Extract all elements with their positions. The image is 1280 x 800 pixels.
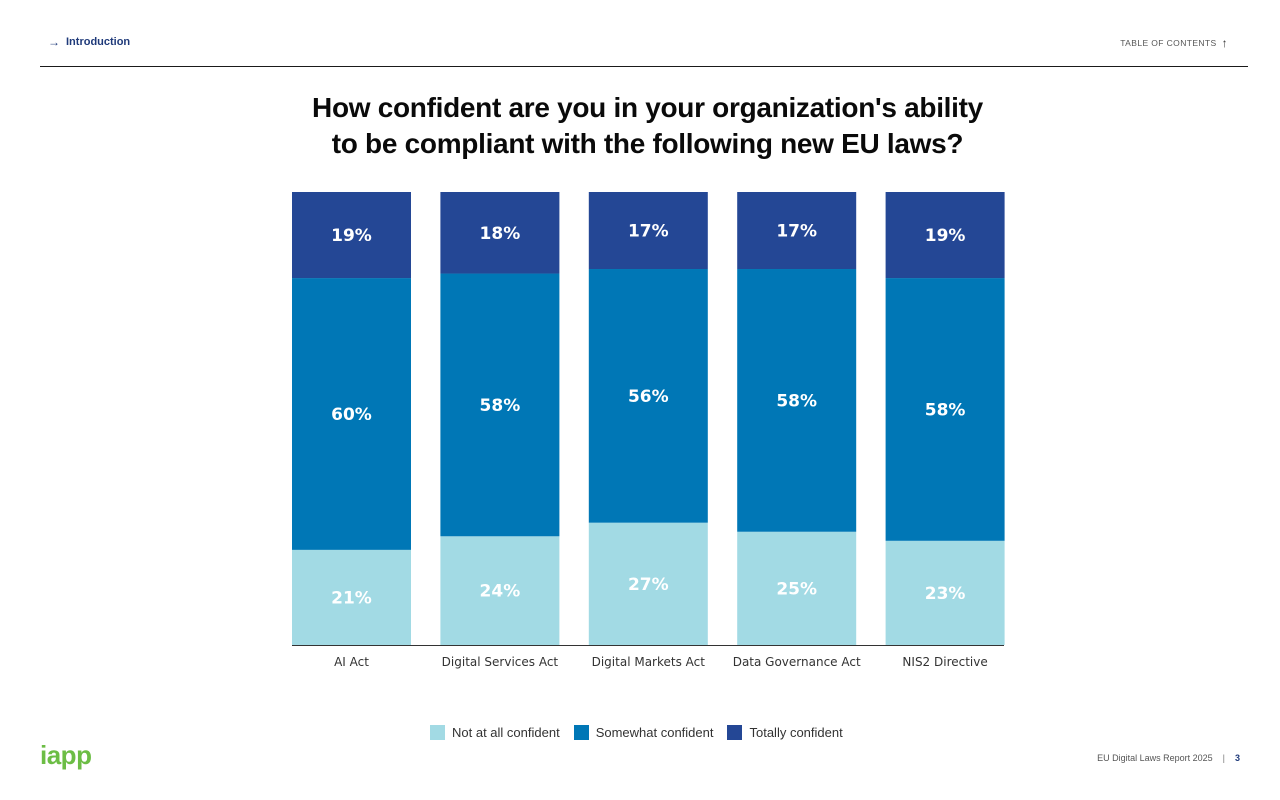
data-label-digital-markets-act-not-at-all-confident: 27% — [628, 575, 669, 595]
bar-digital-services-act-not-at-all-confident — [440, 536, 560, 645]
bar-ai-act-not-at-all-confident — [292, 549, 411, 645]
legend-swatch-somewhat-confident — [573, 725, 589, 740]
legend-item-somewhat-confident: Somewhat confident — [573, 725, 714, 740]
data-label-digital-markets-act-totally-confident: 17% — [628, 222, 669, 242]
arrow-up-icon: ↑ — [1221, 36, 1228, 50]
legend-item-not-at-all-confident: Not at all confident — [430, 725, 560, 740]
iapp-logo: iapp — [40, 740, 92, 770]
bar-digital-services-act-totally-confident — [440, 192, 560, 274]
arrow-right-icon: → — [48, 35, 60, 49]
introduction-link[interactable]: → Introduction — [48, 35, 130, 49]
data-label-ai-act-not-at-all-confident: 21% — [331, 588, 372, 608]
bar-nis2-directive-totally-confident — [885, 192, 1005, 279]
bar-ai-act-totally-confident — [292, 192, 411, 279]
legend-swatch-not-at-all-confident — [430, 725, 445, 740]
data-label-nis2-directive-somewhat-confident: 58% — [925, 400, 966, 420]
data-label-nis2-directive-not-at-all-confident: 23% — [925, 584, 966, 604]
bar-ai-act-somewhat-confident — [292, 278, 411, 550]
bar-nis2-directive-not-at-all-confident — [885, 540, 1005, 645]
x-tick-label-digital-services-act: Digital Services Act — [442, 655, 559, 669]
x-tick-label-nis2-directive: NIS2 Directive — [902, 655, 987, 669]
page-title: How confident are you in your organizati… — [240, 90, 1055, 162]
table-of-contents-label: TABLE OF CONTENTS — [1120, 38, 1217, 48]
table-of-contents-link[interactable]: TABLE OF CONTENTS ↑ — [1120, 36, 1228, 50]
title-line-1: How confident are you in your organizati… — [312, 92, 983, 123]
bar-data-governance-act-not-at-all-confident — [737, 531, 857, 645]
x-tick-label-ai-act: AI Act — [334, 655, 369, 669]
data-label-nis2-directive-totally-confident: 19% — [925, 226, 966, 246]
bar-digital-markets-act-somewhat-confident — [588, 269, 708, 523]
top-navigation: → Introduction TABLE OF CONTENTS ↑ — [40, 30, 1248, 67]
footer-report-title: EU Digital Laws Report 2025 — [1097, 753, 1213, 763]
legend-label-somewhat-confident: Somewhat confident — [595, 725, 714, 740]
data-label-digital-services-act-not-at-all-confident: 24% — [480, 582, 521, 602]
bar-data-governance-act-somewhat-confident — [737, 269, 857, 532]
legend-item-totally-confident: Totally confident — [727, 725, 843, 740]
title-line-2: to be compliant with the following new E… — [331, 128, 964, 159]
legend-label-not-at-all-confident: Not at all confident — [452, 725, 560, 740]
bar-digital-markets-act-not-at-all-confident — [588, 522, 708, 645]
data-label-ai-act-somewhat-confident: 60% — [331, 405, 372, 425]
data-label-digital-services-act-somewhat-confident: 58% — [480, 396, 521, 416]
x-tick-label-data-governance-act: Data Governance Act — [733, 655, 861, 669]
bar-digital-markets-act-totally-confident — [588, 192, 708, 270]
legend-label-totally-confident: Totally confident — [749, 725, 843, 740]
data-label-data-governance-act-not-at-all-confident: 25% — [776, 579, 817, 599]
data-label-ai-act-totally-confident: 19% — [331, 226, 372, 246]
data-label-digital-services-act-totally-confident: 18% — [480, 224, 521, 244]
page-number: 3 — [1234, 753, 1240, 763]
page-footer: EU Digital Laws Report 2025 | 3 — [1097, 753, 1240, 763]
legend-swatch-totally-confident — [727, 725, 743, 740]
data-label-digital-markets-act-somewhat-confident: 56% — [628, 387, 669, 407]
chart-legend: Not at all confident Somewhat confident … — [430, 725, 843, 740]
introduction-label: Introduction — [66, 36, 131, 48]
footer-separator: | — [1222, 753, 1225, 763]
bar-data-governance-act-totally-confident — [737, 192, 857, 270]
bar-nis2-directive-somewhat-confident — [885, 278, 1005, 541]
bar-digital-services-act-somewhat-confident — [440, 273, 560, 537]
data-label-data-governance-act-totally-confident: 17% — [776, 222, 817, 242]
data-label-data-governance-act-somewhat-confident: 58% — [776, 391, 817, 411]
x-tick-label-digital-markets-act: Digital Markets Act — [592, 655, 706, 669]
